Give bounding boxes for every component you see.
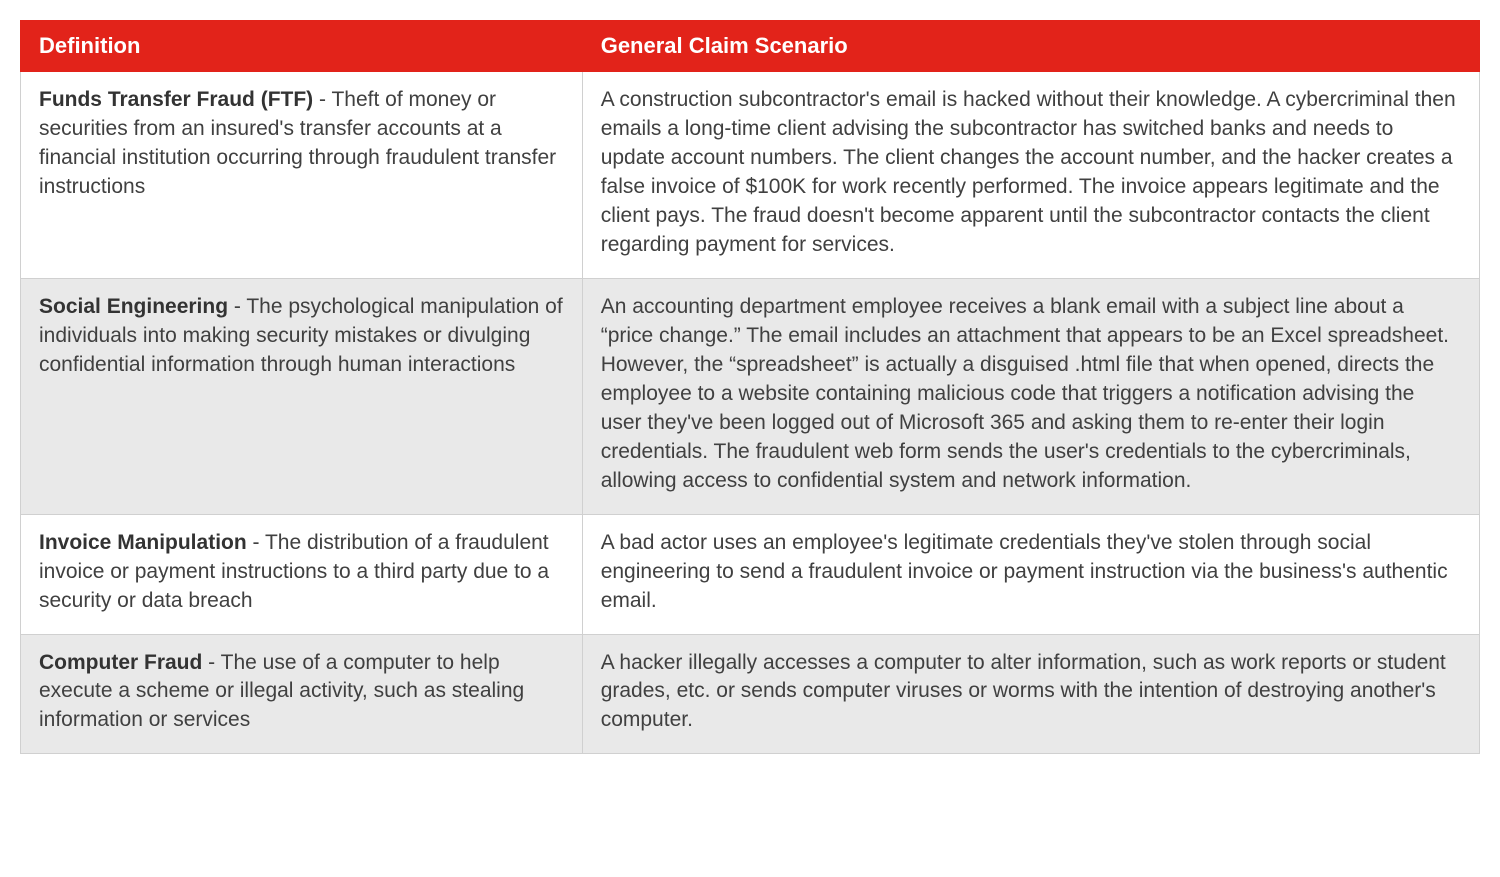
- table-row: Computer Fraud - The use of a computer t…: [21, 634, 1480, 754]
- table-row: Social Engineering - The psychological m…: [21, 278, 1480, 514]
- table-row: Invoice Manipulation - The distribution …: [21, 514, 1480, 634]
- definition-cell: Computer Fraud - The use of a computer t…: [21, 634, 583, 754]
- table-row: Funds Transfer Fraud (FTF) - Theft of mo…: [21, 72, 1480, 279]
- scenario-cell: A construction subcontractor's email is …: [582, 72, 1479, 279]
- col-header-definition: Definition: [21, 21, 583, 72]
- definition-cell: Invoice Manipulation - The distribution …: [21, 514, 583, 634]
- definition-term: Invoice Manipulation: [39, 531, 247, 554]
- definition-term: Funds Transfer Fraud (FTF): [39, 88, 313, 111]
- definition-cell: Social Engineering - The psychological m…: [21, 278, 583, 514]
- col-header-scenario: General Claim Scenario: [582, 21, 1479, 72]
- definitions-table: Definition General Claim Scenario Funds …: [20, 20, 1480, 754]
- scenario-cell: A hacker illegally accesses a computer t…: [582, 634, 1479, 754]
- scenario-cell: An accounting department employee receiv…: [582, 278, 1479, 514]
- definition-term: Computer Fraud: [39, 651, 202, 674]
- definition-cell: Funds Transfer Fraud (FTF) - Theft of mo…: [21, 72, 583, 279]
- table-header-row: Definition General Claim Scenario: [21, 21, 1480, 72]
- scenario-cell: A bad actor uses an employee's legitimat…: [582, 514, 1479, 634]
- definition-term: Social Engineering: [39, 295, 228, 318]
